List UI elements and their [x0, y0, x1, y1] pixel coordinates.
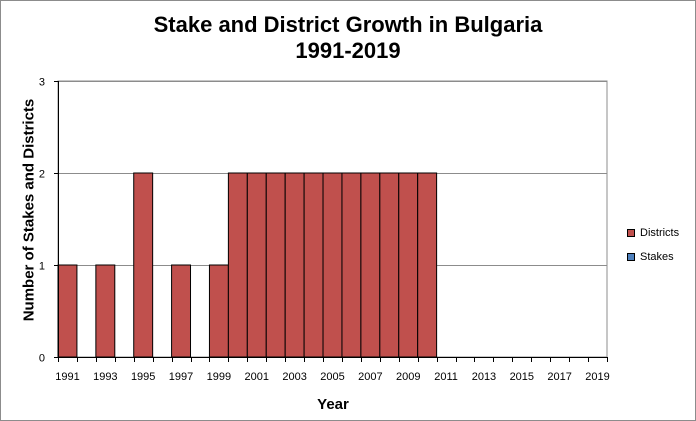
legend-label-stakes: Stakes: [640, 251, 674, 263]
x-tick-label: 2009: [396, 371, 420, 383]
y-tick-labels: 0 1 2 3: [39, 77, 45, 365]
bar-districts-2005: [322, 172, 343, 358]
bars: [57, 172, 438, 358]
x-tick-label: 2003: [282, 371, 306, 383]
bar-districts-2003: [284, 172, 305, 358]
x-tick-label: 2013: [472, 371, 496, 383]
chart-title-line-2: 1991-2019: [295, 38, 401, 63]
x-tick-labels: 1991 1993 1995 1997 1999 2001 2003 2005 2007 2009…: [55, 371, 610, 383]
axes: [54, 81, 608, 362]
bar-districts-2008: [379, 172, 400, 358]
x-axis-label: Year: [317, 396, 349, 413]
bar-districts-1993: [95, 264, 116, 358]
bar-districts-1995: [133, 172, 154, 358]
x-tick-label: 2001: [245, 371, 269, 383]
bar-districts-2004: [303, 172, 324, 358]
x-tick-label: 2011: [434, 371, 458, 383]
bar-districts-2009: [398, 172, 419, 358]
bar-districts-1991: [57, 264, 78, 358]
y-axis-label: Number of Stakes and Districts: [20, 98, 38, 322]
legend-swatch-stakes: [627, 253, 635, 261]
chart-title-line-1: Stake and District Growth in Bulgaria: [153, 12, 543, 37]
x-tick-label: 1991: [55, 371, 79, 383]
bar-districts-2002: [265, 172, 286, 358]
y-tick-label: 0: [39, 353, 45, 365]
bar-districts-2000: [227, 172, 248, 358]
bar-districts-2006: [341, 172, 362, 358]
legend-item-stakes: Stakes: [627, 248, 679, 266]
x-tick-label: 2017: [547, 371, 571, 383]
legend-item-districts: Districts: [627, 224, 679, 242]
bar-districts-2001: [246, 172, 267, 358]
legend-label-districts: Districts: [640, 227, 680, 239]
x-tick-label: 2015: [510, 371, 534, 383]
x-tick-label: 2007: [358, 371, 382, 383]
bar-districts-1999: [208, 264, 229, 358]
x-tick-label: 1995: [131, 371, 155, 383]
bar-districts-2007: [360, 172, 381, 358]
legend: Districts Stakes: [627, 224, 679, 272]
x-tick-label: 2019: [585, 371, 609, 383]
y-tick-label: 1: [39, 261, 45, 273]
y-tick-label: 3: [39, 77, 45, 89]
x-tick-label: 2005: [320, 371, 344, 383]
bar-districts-1997: [171, 264, 192, 358]
y-tick-label: 2: [39, 169, 45, 181]
x-tick-label: 1999: [207, 371, 231, 383]
legend-swatch-districts: [627, 229, 635, 237]
x-tick-label: 1997: [169, 371, 193, 383]
bar-districts-2010: [417, 172, 438, 358]
x-tick-label: 1993: [93, 371, 117, 383]
